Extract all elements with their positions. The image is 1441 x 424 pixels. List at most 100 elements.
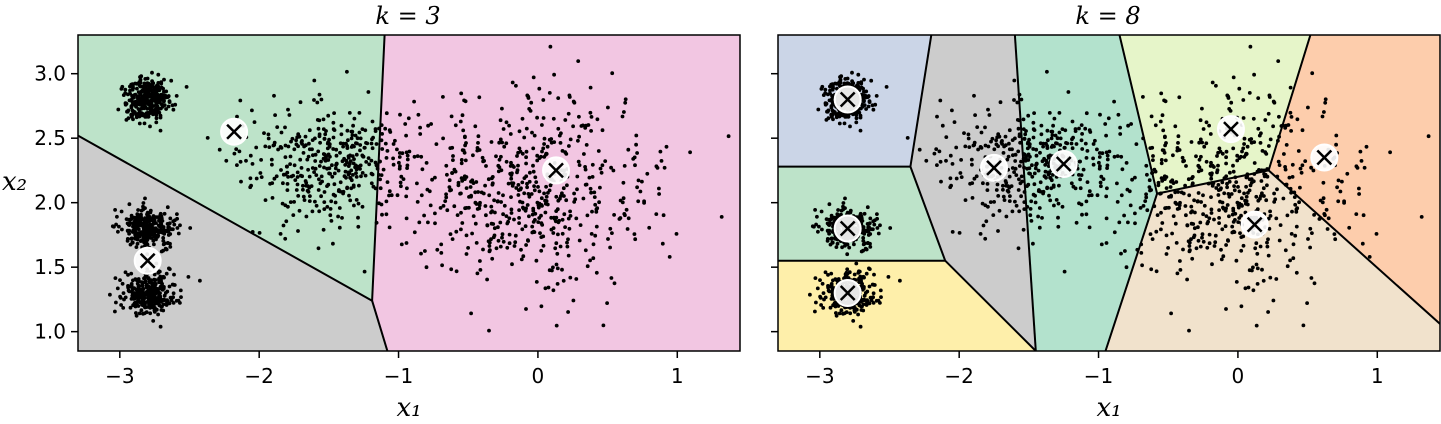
data-point xyxy=(638,189,643,194)
data-point xyxy=(336,214,340,219)
data-point xyxy=(992,147,997,152)
data-point xyxy=(1184,164,1188,168)
data-point xyxy=(843,196,847,201)
data-point xyxy=(1184,213,1188,218)
data-point xyxy=(843,115,848,119)
data-point xyxy=(126,273,130,277)
data-point xyxy=(158,294,163,299)
data-point xyxy=(140,97,145,102)
data-point xyxy=(1021,227,1026,232)
data-point xyxy=(1276,59,1281,63)
data-point xyxy=(141,303,145,308)
data-point xyxy=(577,238,582,243)
data-point xyxy=(592,195,597,200)
data-point xyxy=(387,128,392,133)
data-point xyxy=(532,133,537,138)
data-point xyxy=(1171,153,1175,158)
data-point xyxy=(1017,164,1022,168)
data-point xyxy=(524,126,529,131)
data-point xyxy=(340,159,345,164)
decision-region-3 xyxy=(910,35,1036,351)
data-point xyxy=(937,149,942,154)
data-point xyxy=(159,97,163,102)
data-point xyxy=(272,93,276,98)
data-point xyxy=(496,191,501,195)
data-point xyxy=(1215,154,1219,158)
data-point xyxy=(136,227,141,232)
data-point xyxy=(520,116,525,121)
data-point xyxy=(886,275,891,279)
data-point xyxy=(1249,180,1254,185)
data-point xyxy=(500,106,504,111)
data-point xyxy=(317,209,322,214)
data-point xyxy=(588,186,593,191)
data-point xyxy=(151,298,155,303)
data-point xyxy=(556,198,561,203)
data-point xyxy=(493,210,497,215)
data-point xyxy=(1025,146,1030,151)
data-point xyxy=(162,297,166,302)
data-point xyxy=(504,214,509,219)
data-point xyxy=(359,174,363,179)
data-point xyxy=(1220,227,1225,232)
data-point xyxy=(460,221,465,225)
data-point xyxy=(178,223,182,228)
data-point xyxy=(1160,148,1165,153)
data-point xyxy=(530,130,534,135)
data-point xyxy=(459,161,464,166)
data-point xyxy=(856,72,861,77)
data-point xyxy=(1295,206,1300,211)
data-point xyxy=(875,226,880,230)
data-point xyxy=(298,100,303,105)
data-point xyxy=(836,208,840,212)
data-point xyxy=(279,130,284,135)
data-point xyxy=(1293,233,1298,238)
data-point xyxy=(1039,123,1044,128)
data-point xyxy=(404,241,409,245)
data-point xyxy=(626,147,631,152)
data-point xyxy=(1247,91,1252,95)
data-point xyxy=(479,190,484,195)
data-point xyxy=(862,229,867,234)
plot-area xyxy=(78,35,740,351)
data-point xyxy=(934,147,939,152)
data-point xyxy=(1247,268,1252,273)
data-point xyxy=(531,208,536,213)
data-point xyxy=(270,162,274,167)
centroid-marker xyxy=(220,117,249,146)
data-point xyxy=(364,160,369,164)
data-point xyxy=(625,227,630,231)
data-point xyxy=(588,258,592,263)
data-point xyxy=(448,146,453,151)
data-point xyxy=(1070,119,1075,124)
data-point xyxy=(320,179,324,184)
data-point xyxy=(830,290,834,294)
data-point xyxy=(1141,95,1145,99)
data-point xyxy=(1144,195,1149,200)
data-point xyxy=(1078,159,1082,164)
data-point xyxy=(1219,247,1223,252)
data-point xyxy=(1133,355,1137,359)
data-point xyxy=(420,167,425,172)
data-point xyxy=(1098,164,1102,169)
data-point xyxy=(1210,262,1214,267)
data-point xyxy=(272,176,277,181)
data-point xyxy=(623,213,627,218)
data-point xyxy=(563,225,567,230)
data-point xyxy=(135,241,140,246)
data-point xyxy=(541,98,546,102)
data-point xyxy=(544,184,548,189)
data-point xyxy=(1074,142,1079,146)
data-point xyxy=(1022,207,1027,212)
data-point xyxy=(1163,99,1168,104)
data-point xyxy=(1046,138,1050,143)
data-point xyxy=(1105,153,1110,158)
data-point xyxy=(325,205,330,209)
data-point xyxy=(380,212,384,217)
data-point xyxy=(317,164,322,168)
data-point xyxy=(237,149,242,154)
data-point xyxy=(349,129,354,134)
data-point xyxy=(1354,164,1359,169)
data-point xyxy=(541,116,546,120)
data-point xyxy=(1326,216,1331,221)
